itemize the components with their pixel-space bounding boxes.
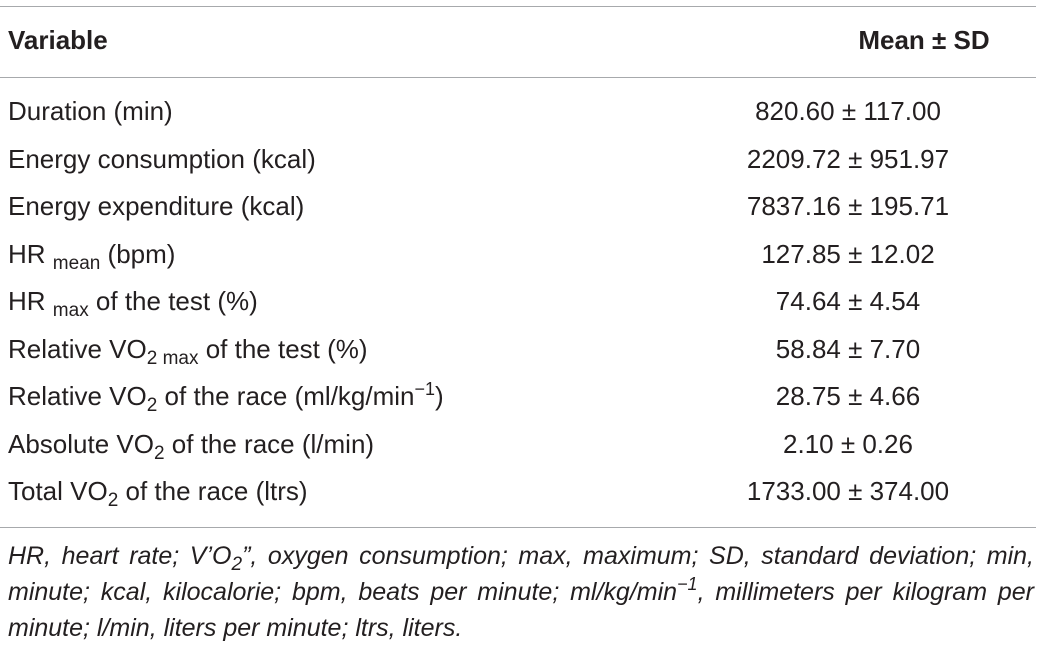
table-bottom-rule (0, 527, 1036, 528)
row-label: Energy expenditure (kcal) (8, 191, 305, 221)
footnote-sup: −1 (677, 574, 698, 594)
row-label-sub: max (52, 300, 89, 321)
row-value: 28.75 ± 4.66 (775, 381, 921, 411)
row-label-main: Absolute VO (8, 428, 154, 459)
table-row: Energy consumption (kcal) 2209.72 ± 951.… (0, 136, 1036, 184)
row-label-sub: 2 max (146, 347, 199, 369)
table-row: Duration (min) 820.60 ± 117.00 (0, 88, 1036, 136)
footnote-part3: , millimeters per kilogram per minute; l… (8, 578, 1034, 642)
row-value: 7837.16 ± 195.71 (746, 191, 950, 221)
table-row: Energy expenditure (kcal) 7837.16 ± 195.… (0, 183, 1036, 231)
row-label-main: Total VO (8, 476, 108, 506)
row-label: Relative VO2 of the race (ml/kg/min−1) (8, 379, 444, 415)
row-value: 2209.72 ± 951.97 (746, 143, 950, 174)
table-row: Relative VO2 of the race (ml/kg/min−1) 2… (0, 373, 1036, 421)
row-label-rest: of the test (%) (198, 333, 368, 364)
table-header-row: Variable Mean ± SD (0, 19, 1036, 63)
row-label: Total VO2 of the race (ltrs) (8, 476, 308, 510)
row-label: HR max of the test (%) (8, 286, 258, 320)
row-label-main: Relative VO (8, 333, 147, 364)
row-label-sub: 2 (146, 395, 158, 416)
row-label: Relative VO2 max of the test (%) (8, 333, 368, 368)
row-label: Energy consumption (kcal) (8, 143, 316, 174)
table-row: HR max of the test (%) 74.64 ± 4.54 (0, 278, 1036, 326)
table-row: Relative VO2 max of the test (%) 58.84 ±… (0, 326, 1036, 374)
row-label-rest: (bpm) (100, 238, 176, 269)
row-label-sub: 2 (153, 442, 165, 464)
row-label-rest: of the race (ltrs) (118, 476, 308, 506)
row-label-end: ) (435, 381, 444, 411)
row-label-main: HR (8, 286, 46, 316)
table-row: Absolute VO2 of the race (l/min) 2.10 ± … (0, 421, 1036, 469)
row-label-rest: of the test (%) (88, 286, 258, 316)
table-row: HR mean (bpm) 127.85 ± 12.02 (0, 231, 1036, 279)
row-value: 820.60 ± 117.00 (755, 96, 941, 126)
row-label-main: Relative VO (8, 381, 147, 411)
row-label-sub: 2 (107, 490, 119, 511)
row-label: HR mean (bpm) (8, 238, 176, 273)
header-mean-sd: Mean ± SD (858, 25, 990, 55)
table-footnote: HR, heart rate; V’O2”, oxygen consumptio… (8, 538, 1034, 646)
row-label-rest: of the race (ml/kg/min (157, 381, 415, 411)
row-value: 74.64 ± 4.54 (775, 286, 921, 316)
footnote-part1: HR, heart rate; V’O (8, 542, 232, 570)
row-label-rest: of the race (l/min) (164, 428, 375, 459)
header-variable: Variable (8, 25, 108, 55)
row-value: 1733.00 ± 374.00 (746, 476, 950, 506)
row-value: 127.85 ± 12.02 (761, 238, 935, 269)
row-label-main: HR (8, 238, 46, 269)
row-value: 58.84 ± 7.70 (775, 333, 921, 364)
footnote-sub: 2 (231, 554, 243, 575)
row-label-sup: −1 (414, 379, 436, 399)
footnote-part2: ”, oxygen consumption; max, maximum; SD,… (8, 542, 1034, 606)
row-label: Absolute VO2 of the race (l/min) (8, 428, 375, 463)
row-value: 2.10 ± 0.26 (783, 428, 913, 459)
table-row: Total VO2 of the race (ltrs) 1733.00 ± 3… (0, 468, 1036, 516)
table-body: Duration (min) 820.60 ± 117.00 Energy co… (0, 88, 1036, 516)
table-header-rule (0, 77, 1036, 78)
table-top-rule (0, 6, 1036, 7)
row-label: Duration (min) (8, 96, 173, 126)
row-label-sub: mean (52, 252, 101, 274)
